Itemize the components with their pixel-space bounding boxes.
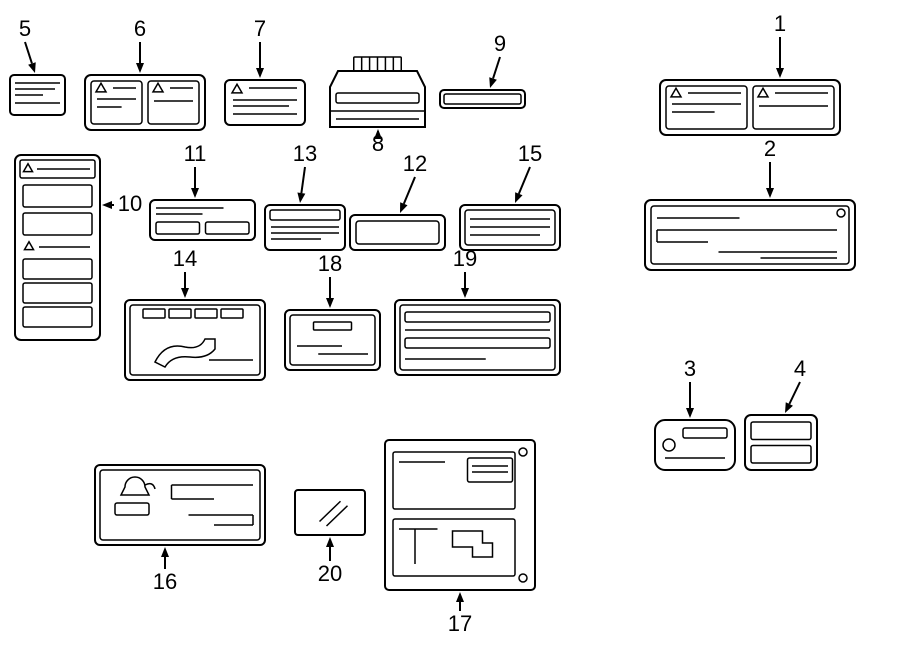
part-20: [295, 490, 365, 535]
label-3: 3: [684, 356, 696, 381]
label-16: 16: [153, 569, 177, 594]
label-18: 18: [318, 251, 342, 276]
part-1: [660, 80, 840, 135]
part-12: [350, 215, 445, 250]
parts-diagram: 1234567891011121314151617181920: [0, 0, 900, 661]
label-19: 19: [453, 246, 477, 271]
label-11: 11: [184, 141, 207, 166]
part-11: [150, 200, 255, 240]
label-9: 9: [494, 31, 506, 56]
label-12: 12: [403, 151, 427, 176]
label-7: 7: [254, 16, 266, 41]
label-2: 2: [764, 136, 776, 161]
part-13: [265, 205, 345, 250]
label-15: 15: [518, 141, 542, 166]
label-1: 1: [774, 11, 786, 36]
part-14: [125, 300, 265, 380]
part-5: [10, 75, 65, 115]
label-17: 17: [448, 611, 472, 636]
label-20: 20: [318, 561, 342, 586]
part-6: [85, 75, 205, 130]
part-18: [285, 310, 380, 370]
label-13: 13: [293, 141, 317, 166]
part-7: [225, 80, 305, 125]
part-8: [330, 57, 425, 127]
part-17: [385, 440, 535, 590]
part-10: [15, 155, 100, 340]
part-9: [440, 90, 525, 108]
label-4: 4: [794, 356, 806, 381]
part-2: [645, 200, 855, 270]
part-16: [95, 465, 265, 545]
label-6: 6: [134, 16, 146, 41]
label-10: 10: [118, 191, 142, 216]
label-14: 14: [173, 246, 197, 271]
part-4: [745, 415, 817, 470]
part-15: [460, 205, 560, 250]
label-5: 5: [19, 16, 31, 41]
part-19: [395, 300, 560, 375]
part-3: [655, 420, 735, 470]
